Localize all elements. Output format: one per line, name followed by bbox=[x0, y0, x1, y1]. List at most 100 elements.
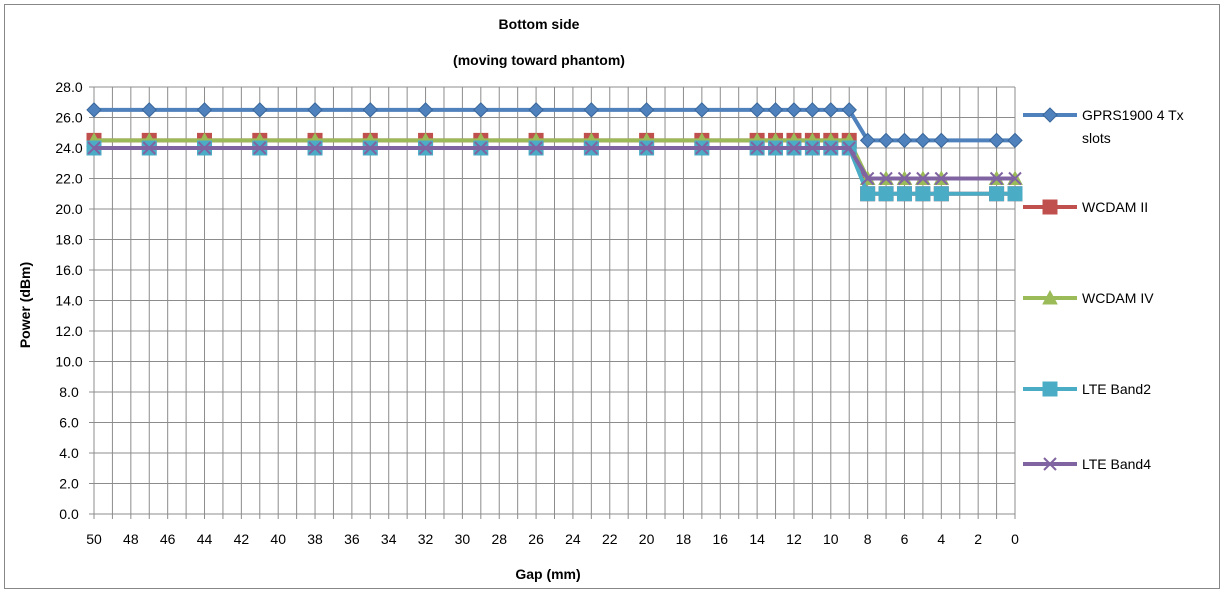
x-tick-label: 26 bbox=[528, 531, 544, 547]
data-point bbox=[363, 141, 378, 155]
y-tick-label: 22.0 bbox=[55, 171, 82, 187]
marker-stroke bbox=[363, 141, 378, 155]
marker-stroke bbox=[916, 171, 930, 186]
y-tick-label: 6.0 bbox=[59, 415, 79, 431]
data-point bbox=[988, 132, 1005, 149]
marker-stroke bbox=[1008, 171, 1022, 186]
data-point bbox=[804, 102, 821, 118]
x-tick-label: 34 bbox=[381, 531, 397, 547]
x-tick-label: 40 bbox=[270, 531, 286, 547]
data-point bbox=[933, 132, 950, 149]
data-point bbox=[749, 102, 765, 118]
data-point bbox=[473, 102, 489, 118]
y-tick-label: 2.0 bbox=[59, 476, 79, 492]
marker-stroke bbox=[474, 141, 488, 155]
data-point bbox=[805, 141, 820, 155]
marker-stroke bbox=[824, 141, 838, 155]
data-point bbox=[308, 141, 322, 155]
legend-item: LTE Band4 bbox=[1023, 456, 1151, 472]
marker-stroke bbox=[308, 141, 322, 155]
data-point bbox=[878, 132, 894, 149]
marker-stroke bbox=[695, 141, 709, 155]
x-axis-title: Gap (mm) bbox=[515, 566, 580, 582]
data-point bbox=[197, 141, 212, 155]
marker-stroke bbox=[897, 171, 912, 186]
data-point bbox=[418, 141, 433, 155]
x-tick-label: 6 bbox=[901, 531, 909, 547]
data-point bbox=[142, 141, 156, 155]
data-point bbox=[823, 102, 839, 118]
x-tick-label: 0 bbox=[1011, 531, 1019, 547]
legend: GPRS1900 4 Tx slots WCDAM II WCDAM IV LTE Ba… bbox=[1023, 107, 1184, 472]
marker-stroke bbox=[842, 141, 856, 155]
marker-stroke bbox=[879, 171, 893, 186]
series-5 bbox=[87, 141, 1022, 186]
data-point bbox=[767, 102, 784, 118]
marker-stroke bbox=[197, 141, 212, 155]
x-tick-label: 16 bbox=[712, 531, 728, 547]
y-tick-label: 26.0 bbox=[55, 110, 82, 126]
axes bbox=[89, 86, 1016, 519]
data-point bbox=[1008, 171, 1022, 186]
x-tick-label: 30 bbox=[455, 531, 471, 547]
x-tick-label: 36 bbox=[344, 531, 360, 547]
x-tick-label: 12 bbox=[786, 531, 802, 547]
marker-stroke bbox=[860, 171, 875, 186]
marker-stroke bbox=[418, 141, 433, 155]
data-point bbox=[253, 141, 267, 155]
x-tick-label: 4 bbox=[937, 531, 945, 547]
legend-label: GPRS1900 4 Tx bbox=[1082, 107, 1184, 123]
y-tick-label: 8.0 bbox=[59, 384, 79, 400]
marker-stroke bbox=[750, 141, 764, 155]
data-point bbox=[934, 171, 949, 186]
marker-stroke bbox=[787, 141, 801, 155]
data-point bbox=[417, 102, 434, 118]
y-tick-label: 4.0 bbox=[59, 445, 79, 461]
x-tick-label: 50 bbox=[86, 531, 102, 547]
data-point bbox=[141, 102, 157, 118]
legend-label: LTE Band2 bbox=[1082, 381, 1151, 397]
marker-stroke bbox=[989, 171, 1004, 186]
data-point bbox=[694, 102, 710, 118]
legend-item: LTE Band2 bbox=[1023, 381, 1151, 397]
data-point bbox=[87, 141, 101, 155]
data-point bbox=[897, 171, 912, 186]
x-tick-label: 46 bbox=[160, 531, 176, 547]
data-point bbox=[915, 186, 931, 202]
marker-stroke bbox=[529, 141, 543, 155]
y-tick-label: 14.0 bbox=[55, 293, 82, 309]
marker-stroke bbox=[87, 141, 101, 155]
x-tick-label: 42 bbox=[234, 531, 250, 547]
x-tick-label: 48 bbox=[123, 531, 139, 547]
marker-stroke bbox=[142, 141, 156, 155]
y-axis-title: Power (dBm) bbox=[17, 262, 33, 348]
marker-stroke bbox=[805, 141, 820, 155]
y-tick-label: 20.0 bbox=[55, 201, 82, 217]
data-point bbox=[584, 141, 599, 155]
x-tick-label: 20 bbox=[639, 531, 655, 547]
data-point bbox=[989, 171, 1004, 186]
x-tick-label: 32 bbox=[418, 531, 434, 547]
data-point bbox=[362, 102, 379, 118]
data-point bbox=[1007, 186, 1023, 202]
data-point bbox=[824, 141, 838, 155]
legend-swatch-marker bbox=[1042, 199, 1058, 215]
legend-item: GPRS1900 4 Tx slots bbox=[1023, 107, 1184, 146]
marker-stroke bbox=[768, 141, 783, 155]
data-point bbox=[1007, 132, 1023, 149]
data-point bbox=[860, 186, 876, 202]
data-point bbox=[879, 171, 893, 186]
data-point bbox=[787, 141, 801, 155]
data-point bbox=[786, 102, 802, 118]
x-tick-label: 14 bbox=[749, 531, 765, 547]
marker-stroke bbox=[639, 141, 654, 155]
data-point bbox=[841, 102, 857, 118]
y-tick-label: 0.0 bbox=[59, 506, 79, 522]
data-point bbox=[750, 141, 764, 155]
tick-labels: 0.0 2.0 4.0 6.0 8.0 10.0 12.0 14.0 16.0 18.0 20.0 2… bbox=[55, 79, 1019, 547]
data-point bbox=[252, 102, 268, 118]
legend-swatch-marker bbox=[1042, 381, 1058, 397]
data-point bbox=[196, 102, 213, 118]
y-tick-label: 28.0 bbox=[55, 79, 82, 95]
